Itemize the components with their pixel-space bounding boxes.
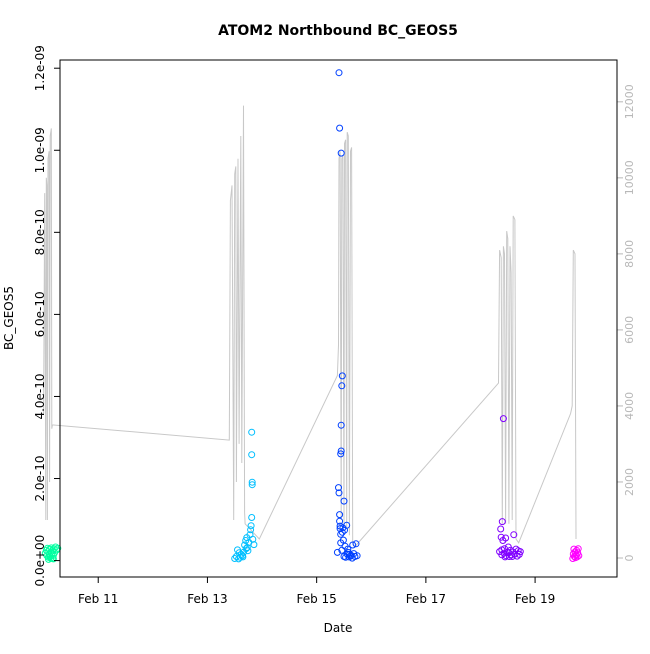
data-point: [338, 382, 346, 390]
y2-tick-label: 6000: [623, 316, 636, 344]
y-tick-label: 1.2e-09: [33, 45, 47, 91]
data-point: [337, 450, 345, 458]
data-point: [248, 481, 256, 489]
data-point: [338, 528, 346, 536]
data-point: [335, 484, 342, 492]
data-point: [335, 69, 343, 77]
y-tick-label: 4.0e-10: [33, 373, 47, 419]
data-point: [497, 525, 505, 533]
data-point: [49, 555, 57, 563]
data-point: [248, 478, 256, 486]
data-point: [235, 549, 243, 557]
y2-tick-label: 0: [623, 555, 636, 562]
data-point: [244, 547, 252, 555]
data-point: [333, 548, 341, 556]
data-point: [336, 517, 344, 525]
y-tick-label: 0.0e+00: [33, 535, 47, 587]
x-axis-label: Date: [324, 621, 353, 635]
altitude-line: [43, 105, 577, 548]
data-point: [502, 534, 510, 542]
data-point: [349, 541, 357, 549]
data-point: [248, 428, 256, 436]
data-point: [341, 526, 348, 534]
data-point: [498, 518, 506, 526]
points-layer: [41, 69, 583, 563]
data-point: [575, 552, 583, 560]
data-point: [336, 124, 344, 132]
data-point: [242, 545, 250, 553]
data-point: [574, 545, 582, 553]
data-point: [335, 489, 343, 497]
y-tick-label: 8.0e-10: [33, 209, 47, 255]
y-tick-label: 6.0e-10: [33, 291, 47, 337]
x-tick-label: Feb 19: [515, 592, 555, 606]
data-point: [249, 535, 257, 543]
data-point: [339, 536, 347, 544]
data-point: [247, 526, 255, 534]
x-tick-label: Feb 11: [78, 592, 118, 606]
x-tick-label: Feb 17: [406, 592, 446, 606]
data-point: [247, 522, 255, 530]
data-point: [336, 511, 344, 519]
y-tick-label: 2.0e-10: [33, 455, 47, 501]
data-point: [243, 544, 251, 551]
y2-tick-label: 4000: [623, 392, 636, 420]
data-point: [350, 550, 358, 558]
data-point: [337, 149, 345, 157]
data-point: [250, 541, 258, 549]
data-point: [573, 553, 581, 561]
data-point: [337, 421, 345, 429]
data-point: [337, 447, 345, 455]
data-point: [248, 451, 256, 459]
data-point: [516, 548, 524, 556]
data-point: [340, 497, 348, 505]
data-point: [239, 553, 247, 561]
data-point: [342, 553, 350, 561]
data-point: [508, 553, 516, 560]
data-point: [497, 533, 505, 541]
data-point: [248, 514, 256, 521]
chart-title: ATOM2 Northbound BC_GEOS5: [218, 23, 458, 39]
x-tick-label: Feb 13: [187, 592, 227, 606]
data-point: [338, 372, 346, 380]
data-point: [501, 553, 509, 561]
data-point: [337, 530, 345, 538]
y2-tick-label: 2000: [623, 468, 636, 496]
y-axis-label: BC_GEOS5: [2, 286, 16, 350]
data-point: [510, 531, 518, 539]
y2-tick-label: 10000: [623, 160, 636, 195]
data-point: [344, 545, 352, 553]
y2-tick-label: 8000: [623, 240, 636, 268]
x-tick-label: Feb 15: [296, 592, 336, 606]
axes-layer: Feb 11 Feb 13 Feb 15 Feb 17 Feb 19 0.0e+00 2.0…: [33, 45, 636, 606]
plot-frame: [59, 59, 618, 578]
data-point: [499, 415, 507, 423]
data-point: [54, 544, 62, 552]
y2-tick-label: 12000: [623, 84, 636, 119]
altitude-layer: [43, 105, 577, 548]
data-point: [348, 554, 356, 562]
y-tick-label: 1.0e-09: [33, 127, 47, 173]
data-point: [352, 540, 360, 548]
